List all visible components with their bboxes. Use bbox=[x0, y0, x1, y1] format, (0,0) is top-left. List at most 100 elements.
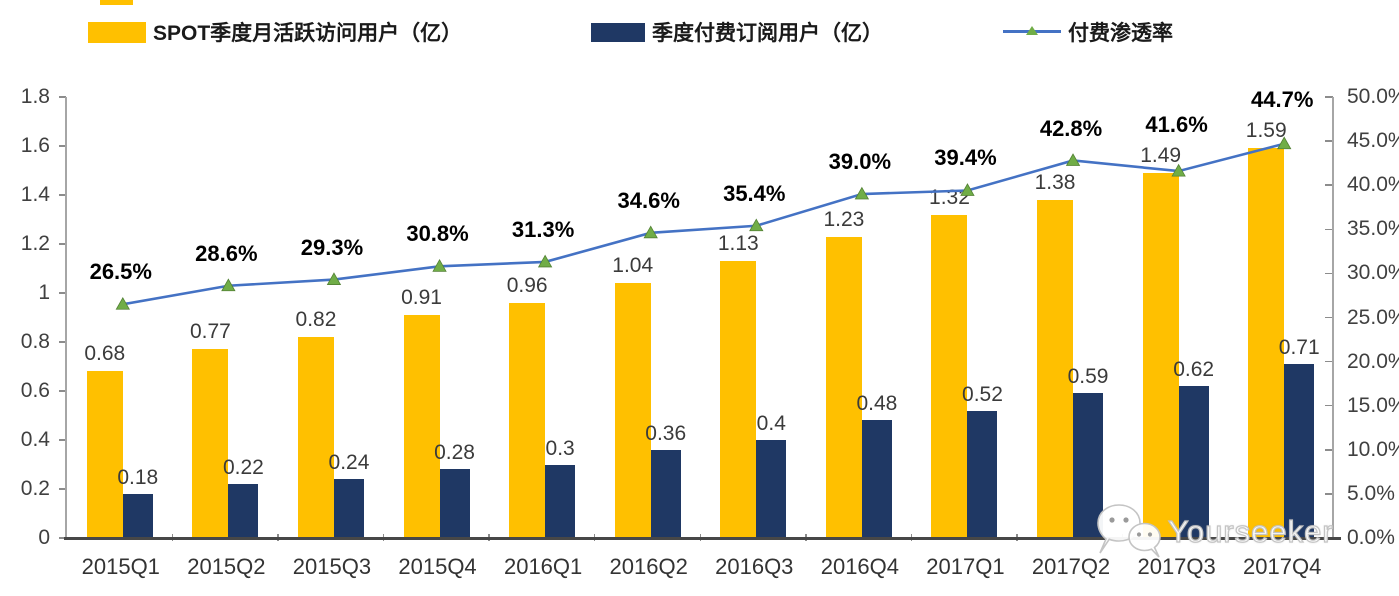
line-marker-2016Q3 bbox=[749, 218, 764, 232]
subscribers-legend-label: 季度付费订阅用户（亿） bbox=[652, 22, 883, 45]
line-marker-2016Q4 bbox=[854, 186, 870, 200]
left-axis-tick bbox=[59, 194, 66, 196]
mau-value-label: 1.49 bbox=[1140, 143, 1182, 167]
x-axis-line bbox=[64, 537, 1341, 540]
right-axis-tick bbox=[1325, 360, 1333, 363]
cropped-yellow-artifact bbox=[100, 0, 133, 5]
left-axis-tick bbox=[59, 488, 66, 490]
mau-legend-swatch bbox=[88, 21, 146, 43]
x-tick-label-2017Q1: 2017Q1 bbox=[926, 554, 1005, 579]
right-axis-label: 15.0% bbox=[1347, 393, 1399, 417]
mau-value-label: 0.77 bbox=[189, 320, 231, 344]
penetration-value-label: 39.4% bbox=[934, 145, 997, 171]
right-axis-tick bbox=[1325, 404, 1333, 407]
subscribers-value-label: 0.22 bbox=[222, 456, 264, 480]
x-tick-label-2016Q3: 2016Q3 bbox=[715, 554, 794, 579]
triangle-marker-icon bbox=[1026, 26, 1038, 35]
left-axis-tick bbox=[59, 390, 66, 392]
left-axis-tick bbox=[59, 537, 66, 539]
subscribers-legend-swatch bbox=[591, 22, 645, 42]
penetration-value-label: 35.4% bbox=[723, 180, 786, 206]
right-axis-label: 0.0% bbox=[1347, 526, 1395, 549]
legend-item-subscribers: 季度付费订阅用户（亿） bbox=[591, 18, 883, 46]
penetration-value-label: 26.5% bbox=[89, 259, 152, 285]
penetration-value-label: 42.8% bbox=[1039, 115, 1103, 141]
mau-value-label: 1.04 bbox=[612, 254, 654, 278]
left-axis-label: 1.4 bbox=[20, 183, 50, 206]
right-axis-tick bbox=[1325, 272, 1333, 275]
bar-subscribers-2017Q4 bbox=[1284, 364, 1315, 538]
left-axis-label: 1.2 bbox=[20, 232, 50, 255]
line-marker-2016Q2 bbox=[643, 225, 658, 239]
bar-mau-2016Q1 bbox=[509, 302, 546, 538]
mau-value-label: 1.32 bbox=[929, 185, 970, 209]
mau-value-label: 0.91 bbox=[401, 286, 442, 310]
penetration-value-label: 41.6% bbox=[1145, 111, 1208, 137]
mau-value-label: 1.13 bbox=[717, 232, 759, 256]
left-axis-tick bbox=[59, 341, 66, 343]
bar-mau-2015Q2 bbox=[192, 349, 229, 538]
penetration-value-label: 28.6% bbox=[195, 240, 258, 266]
mau-value-label: 0.96 bbox=[506, 273, 548, 297]
left-axis-label: 0.4 bbox=[20, 428, 50, 451]
line-marker-2017Q2 bbox=[1065, 153, 1081, 166]
x-tick-label-2016Q2: 2016Q2 bbox=[609, 554, 688, 579]
x-tick-label-2017Q4: 2017Q4 bbox=[1243, 554, 1322, 579]
bar-subscribers-2015Q2 bbox=[228, 484, 259, 538]
bar-subscribers-2015Q1 bbox=[122, 493, 153, 538]
penetration-value-label: 39.0% bbox=[828, 149, 892, 175]
left-axis-tick bbox=[59, 292, 66, 294]
bar-mau-2015Q3 bbox=[297, 337, 334, 538]
right-axis-tick bbox=[1325, 449, 1333, 451]
penetration-value-label: 44.7% bbox=[1251, 87, 1314, 113]
line-marker-2015Q1 bbox=[115, 296, 130, 310]
right-axis-label: 50.0% bbox=[1347, 85, 1399, 108]
subscribers-value-label: 0.24 bbox=[328, 451, 370, 475]
right-axis-tick bbox=[1325, 96, 1333, 98]
penetration-value-label: 29.3% bbox=[300, 234, 364, 260]
right-axis-label: 30.0% bbox=[1347, 261, 1399, 285]
subscribers-value-label: 0.48 bbox=[856, 392, 898, 416]
penetration-line-path bbox=[122, 142, 1285, 306]
watermark: Yourseeker bbox=[1096, 503, 1334, 561]
mau-value-label: 0.82 bbox=[295, 308, 337, 332]
right-axis-label: 10.0% bbox=[1347, 437, 1399, 461]
right-axis-tick bbox=[1325, 316, 1333, 319]
subscribers-value-label: 0.28 bbox=[434, 441, 475, 465]
x-tick-label-2015Q2: 2015Q2 bbox=[187, 554, 266, 579]
penetration-value-label: 31.3% bbox=[511, 216, 575, 242]
bar-mau-2017Q3 bbox=[1142, 172, 1179, 538]
mau-value-label: 1.23 bbox=[823, 207, 865, 231]
wechat-icon bbox=[1097, 504, 1161, 558]
bar-subscribers-2017Q1 bbox=[967, 410, 998, 538]
bar-subscribers-2016Q4 bbox=[861, 420, 892, 538]
left-axis-label: 1.6 bbox=[20, 134, 50, 157]
bar-subscribers-2015Q3 bbox=[333, 479, 364, 538]
left-axis-line bbox=[65, 97, 67, 538]
bar-subscribers-2017Q3 bbox=[1178, 386, 1209, 538]
bar-subscribers-2016Q3 bbox=[756, 440, 787, 538]
mau-value-label: 1.38 bbox=[1034, 170, 1076, 194]
legend-item-penetration: 付费渗透率 bbox=[1003, 18, 1173, 46]
left-axis-label: 1.8 bbox=[20, 85, 50, 108]
x-tick-label-2015Q1: 2015Q1 bbox=[81, 554, 160, 579]
penetration-value-label: 34.6% bbox=[617, 187, 680, 213]
subscribers-value-label: 0.59 bbox=[1067, 365, 1109, 389]
x-tick-label-2015Q3: 2015Q3 bbox=[292, 554, 372, 579]
bar-mau-2015Q1 bbox=[86, 371, 123, 538]
line-marker-2015Q3 bbox=[326, 272, 342, 285]
left-axis-tick bbox=[59, 243, 66, 245]
subscribers-value-label: 0.3 bbox=[545, 436, 575, 460]
left-axis-label: 0 bbox=[38, 526, 50, 549]
subscribers-value-label: 0.62 bbox=[1173, 358, 1215, 382]
x-tick-label-2017Q2: 2017Q2 bbox=[1031, 554, 1111, 579]
right-axis-label: 45.0% bbox=[1347, 129, 1399, 153]
bar-mau-2017Q1 bbox=[931, 214, 968, 538]
line-marker-2016Q1 bbox=[537, 254, 553, 268]
left-axis-label: 0.6 bbox=[20, 379, 50, 402]
line-marker-2015Q4 bbox=[432, 259, 447, 272]
mau-value-label: 0.68 bbox=[84, 342, 126, 366]
right-axis-label: 25.0% bbox=[1347, 305, 1399, 329]
right-axis-label: 5.0% bbox=[1347, 481, 1395, 505]
